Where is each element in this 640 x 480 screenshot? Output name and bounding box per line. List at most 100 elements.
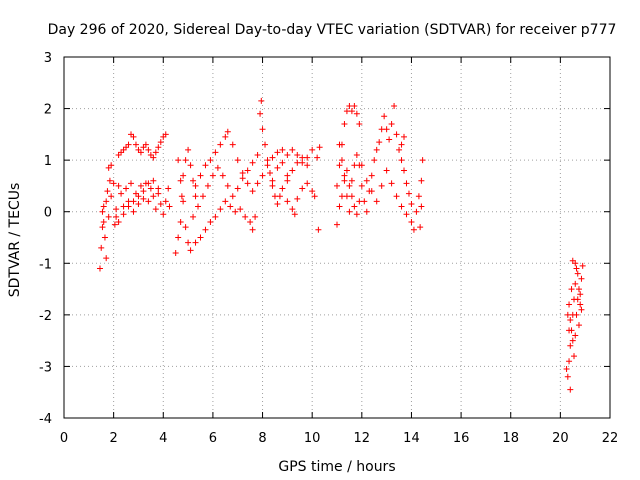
data-point-marker: [396, 146, 403, 153]
data-point-marker: [247, 219, 254, 226]
data-point-marker: [266, 170, 273, 177]
data-point-marker: [254, 180, 261, 187]
data-point-marker: [299, 185, 306, 192]
data-point-marker: [388, 121, 395, 128]
data-point-marker: [249, 188, 256, 195]
data-point-marker: [111, 221, 118, 228]
data-point-marker: [315, 226, 322, 233]
data-point-marker: [166, 203, 173, 210]
data-point-marker: [393, 193, 400, 200]
data-point-marker: [314, 154, 321, 161]
x-tick-label: 16: [453, 431, 470, 446]
data-point-marker: [162, 131, 169, 138]
data-point-marker: [155, 144, 162, 151]
data-point-marker: [258, 97, 265, 104]
data-point-marker: [368, 188, 375, 195]
data-point-marker: [249, 226, 256, 233]
data-point-marker: [279, 146, 286, 153]
data-point-marker: [393, 131, 400, 138]
data-point-marker: [214, 164, 221, 171]
data-point-marker: [363, 208, 370, 215]
data-point-marker: [274, 200, 281, 207]
data-point-marker: [237, 206, 244, 213]
data-point-marker: [361, 198, 368, 205]
data-point-marker: [130, 198, 137, 205]
data-point-marker: [192, 193, 199, 200]
data-point-marker: [353, 110, 360, 117]
data-point-marker: [145, 146, 152, 153]
data-point-marker: [408, 200, 415, 207]
data-point-marker: [346, 208, 353, 215]
data-point-marker: [108, 193, 115, 200]
data-point-marker: [403, 211, 410, 218]
data-point-marker: [197, 172, 204, 179]
data-point-marker: [100, 203, 107, 210]
data-point-marker: [413, 208, 420, 215]
x-tick-label: 4: [159, 431, 167, 446]
data-point-marker: [130, 208, 137, 215]
data-point-marker: [244, 167, 251, 174]
data-point-marker: [351, 102, 358, 109]
data-point-marker: [398, 141, 405, 148]
data-point-marker: [334, 221, 340, 228]
data-point-marker: [274, 149, 281, 156]
data-point-marker: [185, 146, 192, 153]
data-point-marker: [140, 195, 147, 202]
data-point-marker: [376, 139, 383, 146]
data-point-marker: [150, 154, 157, 161]
data-point-marker: [574, 270, 581, 277]
data-point-marker: [232, 208, 239, 215]
data-point-marker: [563, 366, 570, 373]
data-point-marker: [125, 141, 132, 148]
x-tick-label: 18: [502, 431, 519, 446]
data-point-marker: [103, 255, 110, 262]
data-point-marker: [418, 177, 425, 184]
data-point-marker: [118, 190, 125, 197]
data-point-marker: [309, 188, 316, 195]
y-tick-labels: -4 -3 -2 -1 0 1 2 3: [39, 51, 52, 427]
data-point-marker: [182, 224, 189, 231]
y-tick-label: -3: [39, 360, 52, 375]
data-point-marker: [567, 342, 574, 349]
data-point-marker: [204, 182, 211, 189]
data-point-marker: [135, 200, 142, 207]
data-point-marker: [222, 133, 229, 140]
data-point-marker: [140, 188, 147, 195]
data-point-marker: [343, 193, 350, 200]
data-point-marker: [105, 213, 112, 220]
data-point-marker: [137, 182, 144, 189]
data-point-marker: [172, 249, 179, 256]
data-point-marker: [269, 182, 276, 189]
x-tick-label: 0: [60, 431, 68, 446]
data-point-marker: [98, 244, 105, 251]
data-points: [96, 97, 586, 393]
data-point-marker: [259, 172, 266, 179]
data-point-marker: [147, 185, 154, 192]
data-point-marker: [252, 213, 259, 220]
data-point-marker: [224, 182, 231, 189]
x-tick-label: 10: [304, 431, 321, 446]
data-point-marker: [128, 180, 135, 187]
data-point-marker: [564, 311, 571, 318]
data-point-marker: [187, 162, 194, 169]
data-point-marker: [299, 159, 306, 166]
data-point-marker: [162, 198, 169, 205]
data-point-marker: [316, 144, 323, 151]
data-point-marker: [259, 126, 266, 133]
data-point-marker: [103, 198, 110, 205]
x-tick-label: 2: [109, 431, 117, 446]
data-point-marker: [212, 213, 219, 220]
data-point-marker: [152, 206, 159, 213]
data-point-marker: [160, 211, 167, 218]
data-point-marker: [104, 188, 111, 195]
plot-frame: [63, 56, 611, 419]
data-point-marker: [135, 193, 142, 200]
data-point-marker: [579, 262, 586, 269]
data-point-marker: [99, 224, 106, 231]
data-point-marker: [209, 172, 216, 179]
data-point-marker: [264, 157, 271, 164]
data-point-marker: [178, 193, 185, 200]
data-point-marker: [212, 149, 219, 156]
y-tick-label: -1: [39, 257, 52, 272]
x-tick-label: 14: [403, 431, 420, 446]
